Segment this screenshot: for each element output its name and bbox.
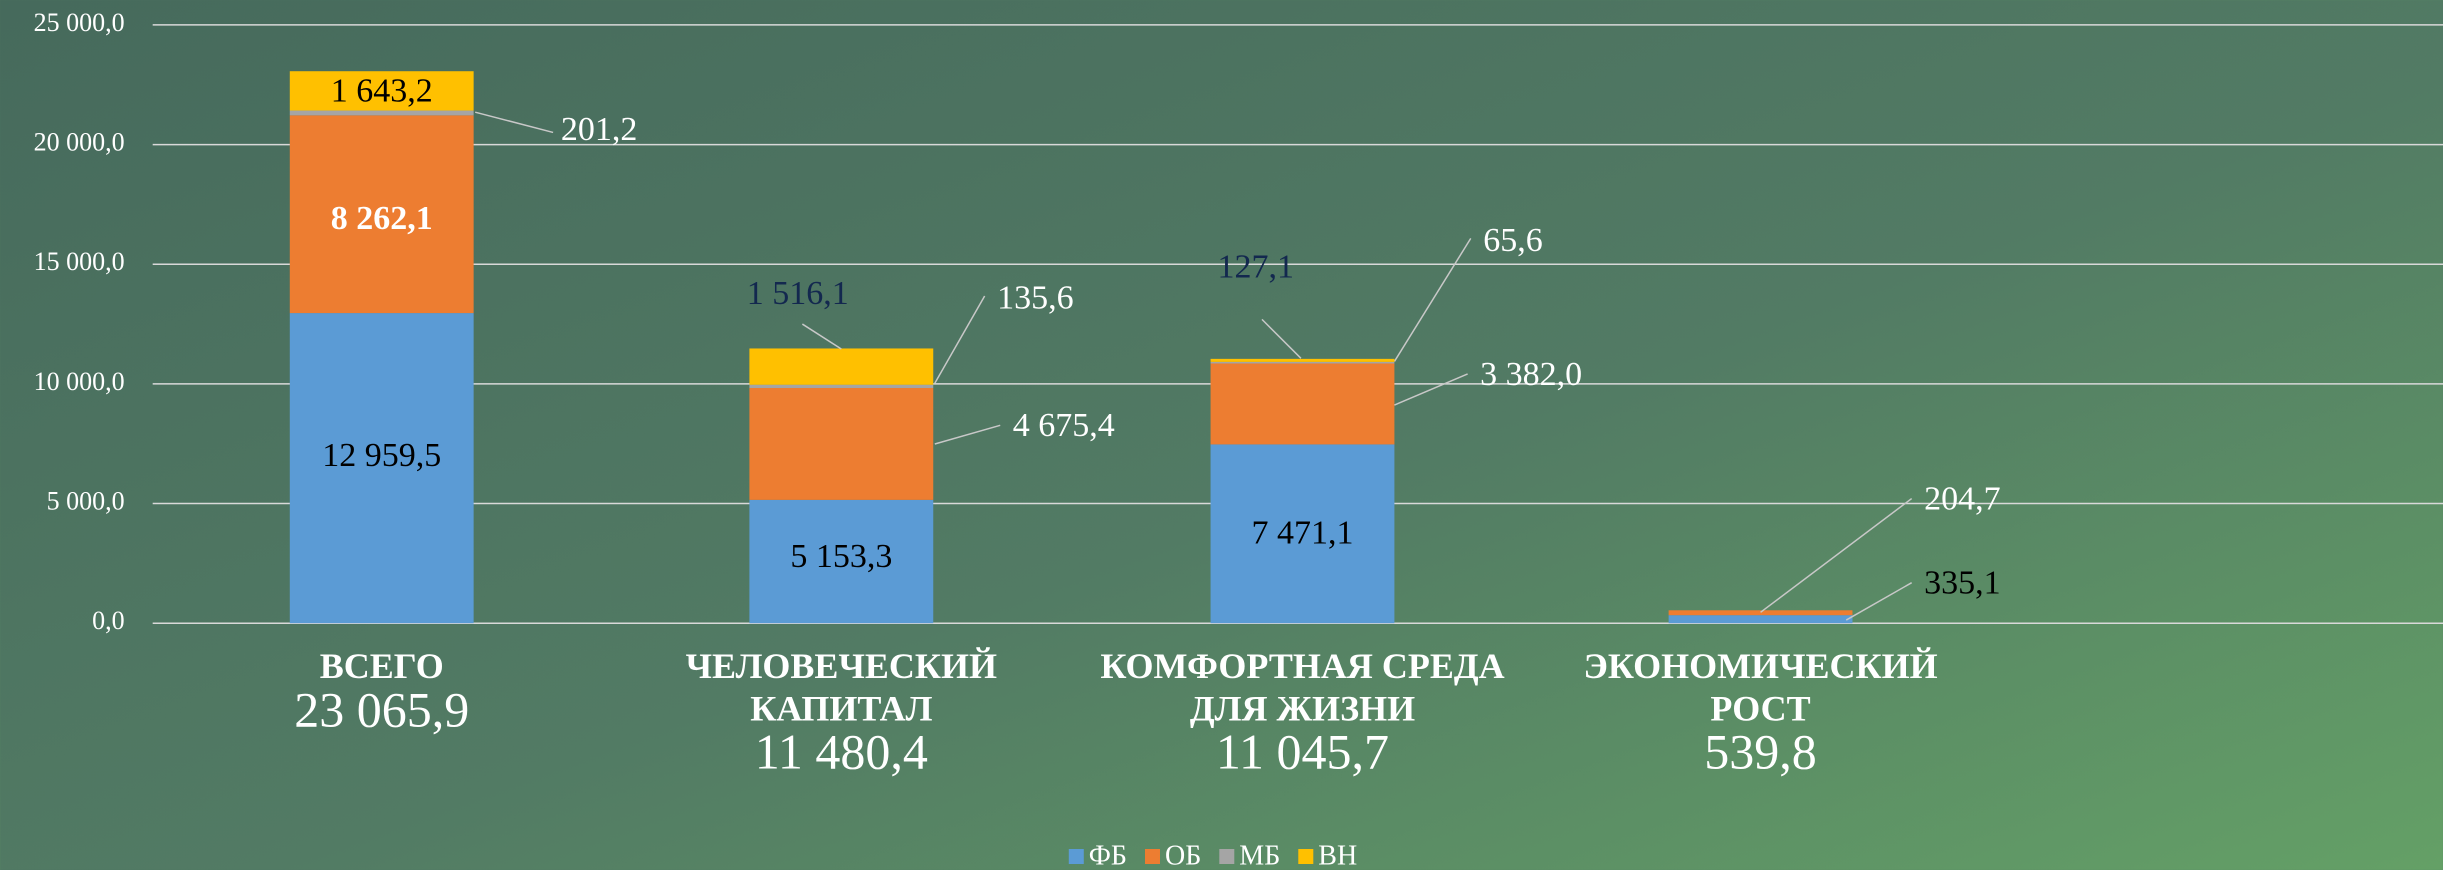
- legend-swatch: [1068, 849, 1084, 864]
- category-total: 11 045,7: [1216, 724, 1389, 780]
- bar-segment: [1210, 361, 1395, 364]
- leader-line: [801, 323, 842, 350]
- data-label: 7 471,1: [1251, 515, 1353, 552]
- y-tick-label: 15 000,0: [34, 247, 125, 276]
- x-tick-label: ВСЕГО: [320, 646, 444, 686]
- bar-segment: [749, 384, 934, 388]
- x-tick-label: ЭКОНОМИЧЕСКИЙ: [1583, 646, 1937, 686]
- data-label: 1 516,1: [747, 275, 849, 312]
- data-label: 12 959,5: [322, 437, 441, 474]
- x-tick-label: РОСТ: [1710, 688, 1810, 728]
- leader-line: [1393, 237, 1472, 362]
- leader-line: [934, 424, 1001, 445]
- bar-segment: [1210, 358, 1395, 362]
- legend-label: МБ: [1239, 840, 1280, 870]
- y-tick-label: 25 000,0: [34, 8, 125, 37]
- category-total: 23 065,9: [294, 682, 469, 738]
- data-label: 4 675,4: [1013, 407, 1115, 444]
- legend-label: ФБ: [1089, 840, 1127, 870]
- bar-segment: [289, 110, 474, 116]
- bar-segment: [749, 499, 934, 624]
- bar-segment: [1210, 444, 1395, 624]
- leader-line: [1760, 497, 1913, 613]
- data-label: 127,1: [1217, 248, 1294, 285]
- legend-swatch: [1298, 849, 1314, 864]
- data-label: 3 382,0: [1480, 356, 1582, 393]
- bar-segment: [1210, 363, 1395, 445]
- data-label: 335,1: [1924, 565, 2001, 602]
- y-tick-label: 20 000,0: [34, 128, 125, 157]
- data-label: 201,2: [561, 111, 638, 148]
- bar-segment: [749, 387, 934, 500]
- leader-line: [934, 295, 986, 384]
- category-total: 539,8: [1704, 724, 1817, 780]
- leader-line: [1394, 373, 1468, 406]
- data-label: 135,6: [997, 279, 1074, 316]
- x-tick-label: ДЛЯ ЖИЗНИ: [1190, 688, 1415, 728]
- data-label: 8 262,1: [331, 200, 433, 237]
- x-tick-label: КАПИТАЛ: [750, 688, 932, 728]
- x-tick-label: КОМФОРТНАЯ СРЕДА: [1100, 646, 1504, 686]
- data-label: 5 153,3: [790, 538, 892, 575]
- legend-swatch: [1144, 849, 1160, 864]
- category-total: 11 480,4: [755, 724, 928, 780]
- legend-label: ВН: [1318, 840, 1357, 870]
- bar-segment: [289, 313, 474, 624]
- y-tick-label: 10 000,0: [34, 367, 125, 396]
- bar-segment: [289, 115, 474, 314]
- y-tick-label: 0,0: [92, 606, 125, 635]
- y-tick-label: 5 000,0: [47, 487, 125, 516]
- data-label: 65,6: [1483, 222, 1543, 259]
- data-label: 1 643,2: [331, 72, 433, 109]
- bar-segment: [749, 348, 934, 385]
- legend-swatch: [1219, 849, 1235, 864]
- legend-label: ОБ: [1165, 840, 1201, 870]
- leader-line: [1261, 318, 1302, 359]
- x-tick-label: ЧЕЛОВЕЧЕСКИЙ: [686, 646, 997, 686]
- data-label: 204,7: [1924, 480, 2001, 517]
- bar-segment: [1668, 610, 1853, 616]
- bar-segment: [1668, 615, 1853, 624]
- leader-line: [475, 111, 554, 134]
- bar-segment: [289, 71, 474, 111]
- leader-line: [1845, 582, 1913, 621]
